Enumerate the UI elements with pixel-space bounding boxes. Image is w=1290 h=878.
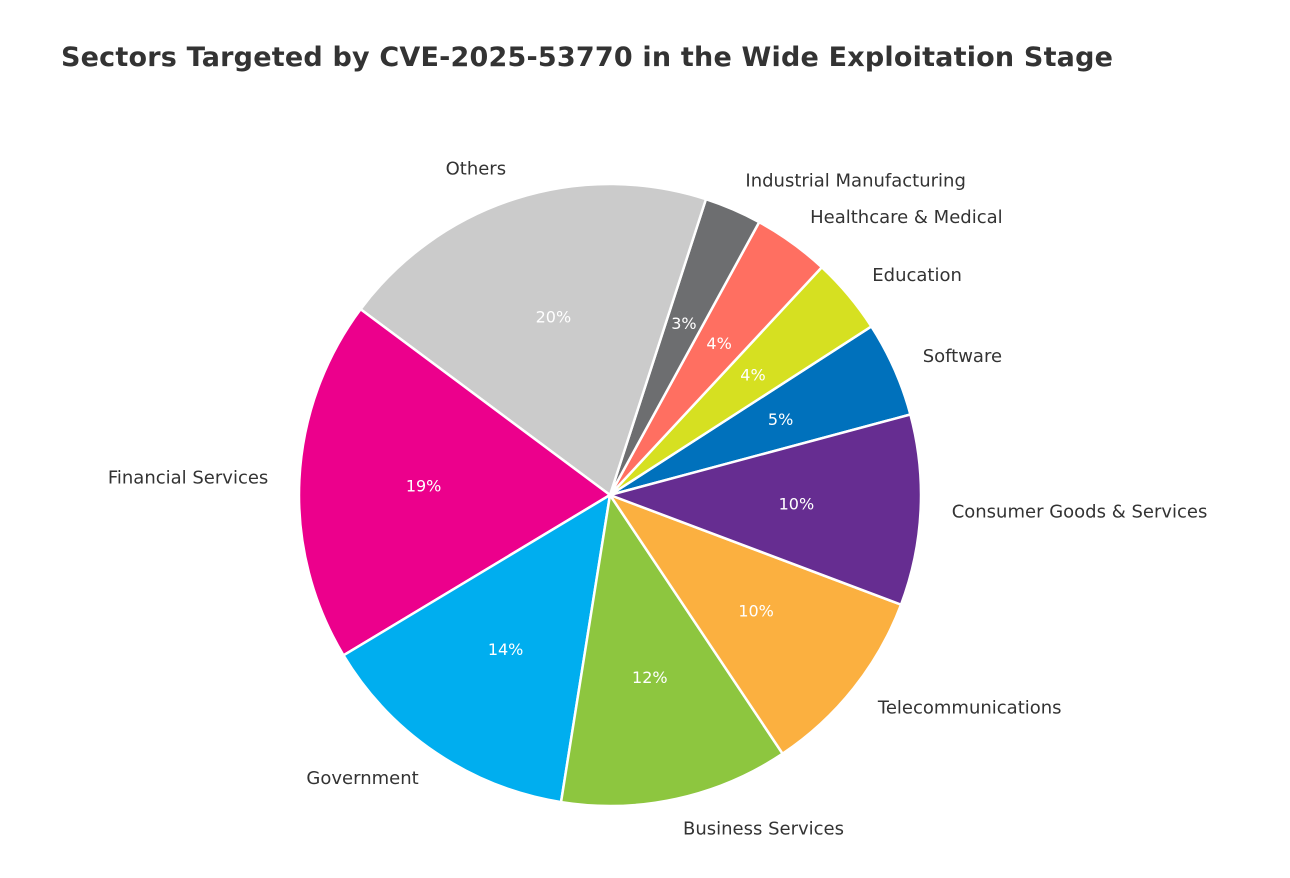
- pct-label-government: 14%: [488, 640, 524, 659]
- pie-slice-consumer-goods-services: [608, 413, 923, 606]
- category-label-education: Education: [872, 265, 962, 286]
- percentage-labels: 5% 4% 4% 3% 20% 19% 14% 12% 10% 10%: [406, 308, 814, 687]
- category-label-industrial-manufacturing: Industrial Manufacturing: [745, 170, 965, 191]
- pie-slice-others: [359, 182, 708, 497]
- pct-label-business-services: 12%: [632, 668, 668, 687]
- chart-title: Sectors Targeted by CVE-2025-53770 in th…: [61, 42, 1114, 73]
- category-label-others: Others: [446, 159, 507, 180]
- pie-slices: [297, 182, 923, 808]
- pct-label-software: 5%: [768, 410, 793, 429]
- pct-label-financial-services: 19%: [406, 476, 442, 495]
- pie-slice-business-services: [559, 493, 784, 808]
- pct-label-consumer-goods-services: 10%: [779, 495, 815, 514]
- category-label-telecommunications: Telecommunications: [877, 697, 1062, 718]
- pct-label-telecommunications: 10%: [738, 602, 774, 621]
- pct-label-education: 4%: [740, 366, 765, 385]
- pie-slice-telecommunications: [608, 493, 903, 755]
- category-label-consumer-goods-services: Consumer Goods & Services: [952, 501, 1208, 522]
- category-label-financial-services: Financial Services: [108, 468, 268, 489]
- category-label-healthcare-medical: Healthcare & Medical: [810, 207, 1003, 228]
- pie-slice-financial-services: [297, 307, 612, 657]
- pct-label-healthcare-medical: 4%: [706, 334, 731, 353]
- pct-label-industrial-manufacturing: 3%: [671, 314, 696, 333]
- category-labels: Software Education Healthcare & Medical Ind…: [108, 159, 1208, 840]
- pct-label-others: 20%: [536, 308, 572, 327]
- category-label-software: Software: [923, 346, 1002, 367]
- category-label-government: Government: [306, 768, 418, 789]
- pie-slice-government: [342, 493, 612, 804]
- category-label-business-services: Business Services: [683, 819, 844, 840]
